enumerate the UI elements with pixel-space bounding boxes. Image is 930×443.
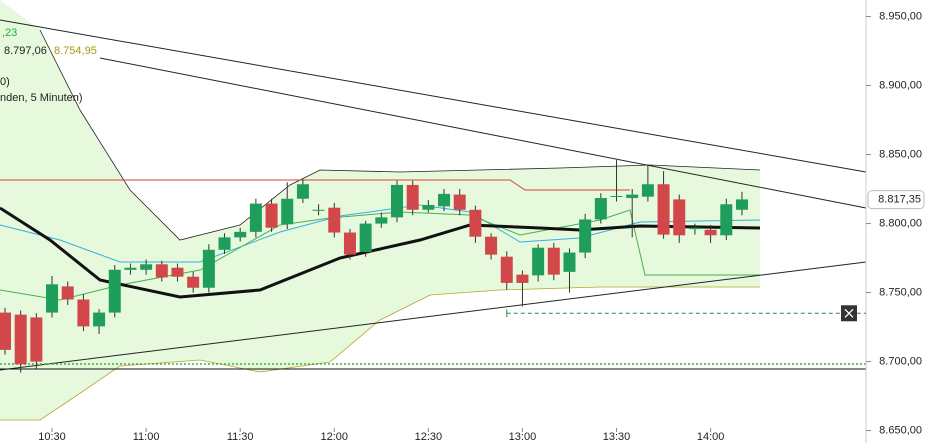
candle-body — [187, 276, 200, 288]
y-tick-label: 8.650,00 — [879, 424, 922, 436]
x-tick-label: 11:00 — [133, 431, 160, 443]
candle-body — [0, 312, 11, 350]
alert-close-icon — [844, 308, 854, 318]
candle-body — [594, 198, 607, 220]
candle-body — [422, 204, 435, 210]
candle-body — [626, 194, 639, 199]
candle-body — [234, 231, 247, 238]
candle-body — [46, 284, 59, 313]
resistance-line — [0, 179, 630, 191]
candle-body — [375, 217, 388, 224]
x-tick-label: 12:30 — [415, 431, 443, 443]
candle-body — [296, 184, 309, 199]
candle-body — [124, 267, 137, 270]
candle-body — [202, 249, 215, 288]
x-tick-label: 13:00 — [509, 431, 537, 443]
candle-body — [343, 232, 356, 255]
candle-body — [453, 194, 466, 210]
candle-body — [249, 203, 262, 232]
legend-text: nden, 5 Minuten) — [0, 92, 83, 104]
candle-body — [610, 195, 623, 197]
candle-body — [14, 314, 27, 365]
candle-body — [657, 184, 670, 235]
band-lower — [0, 286, 760, 421]
y-tick-label: 8.800,00 — [879, 217, 922, 229]
candle-body — [641, 184, 654, 197]
candle-body — [328, 207, 341, 233]
legend-text: 0) — [0, 76, 10, 88]
x-tick-label: 13:30 — [603, 431, 631, 443]
candle-body — [532, 247, 545, 276]
y-tick-label: 8.900,00 — [879, 79, 922, 91]
candle-body — [720, 204, 733, 236]
candle-body — [563, 252, 576, 272]
trend-line — [0, 19, 867, 173]
candle-body — [500, 256, 513, 283]
candle-body — [704, 229, 717, 236]
candle-body — [673, 199, 686, 236]
candle-body — [93, 312, 106, 327]
candle-body — [218, 237, 231, 250]
candle-body — [312, 209, 325, 211]
candle-body — [359, 223, 372, 252]
candle-body — [61, 286, 74, 300]
candle-body — [30, 317, 43, 362]
candle-body — [688, 227, 701, 230]
x-tick-label: 10:30 — [38, 431, 66, 443]
trend-line — [0, 261, 867, 371]
legend-text: 8.797,06 — [4, 45, 47, 57]
legend-text: 8.754,95 — [54, 45, 97, 57]
band-upper — [39, 29, 761, 241]
trend-line — [99, 57, 867, 209]
candle-body — [735, 199, 748, 210]
candle-body — [438, 193, 451, 207]
candle-body — [77, 299, 90, 327]
x-tick-label: 14:00 — [697, 431, 725, 443]
candle-body — [547, 247, 560, 275]
y-tick-label: 8.950,00 — [879, 10, 922, 22]
candle-body — [108, 269, 121, 313]
candle-body — [406, 184, 419, 210]
legend-text: ,23 — [2, 27, 17, 39]
y-tick-label: 8.750,00 — [879, 286, 922, 298]
x-tick-label: 12:00 — [321, 431, 349, 443]
candle-body — [469, 209, 482, 237]
candle-body — [391, 184, 403, 218]
candle-body — [516, 274, 529, 283]
y-tick-label: 8.700,00 — [879, 355, 922, 367]
last-price-label: 8.817,35 — [878, 194, 921, 206]
candle-body — [485, 236, 498, 255]
x-tick-label: 11:30 — [227, 431, 254, 443]
candle-body — [155, 264, 168, 278]
y-tick-label: 8.850,00 — [879, 148, 922, 160]
candle-body — [265, 203, 278, 228]
candle-body — [140, 264, 153, 270]
candle-body — [281, 198, 294, 225]
candle-body — [579, 219, 592, 253]
last-price-box — [867, 190, 925, 210]
candle-body — [171, 267, 184, 277]
